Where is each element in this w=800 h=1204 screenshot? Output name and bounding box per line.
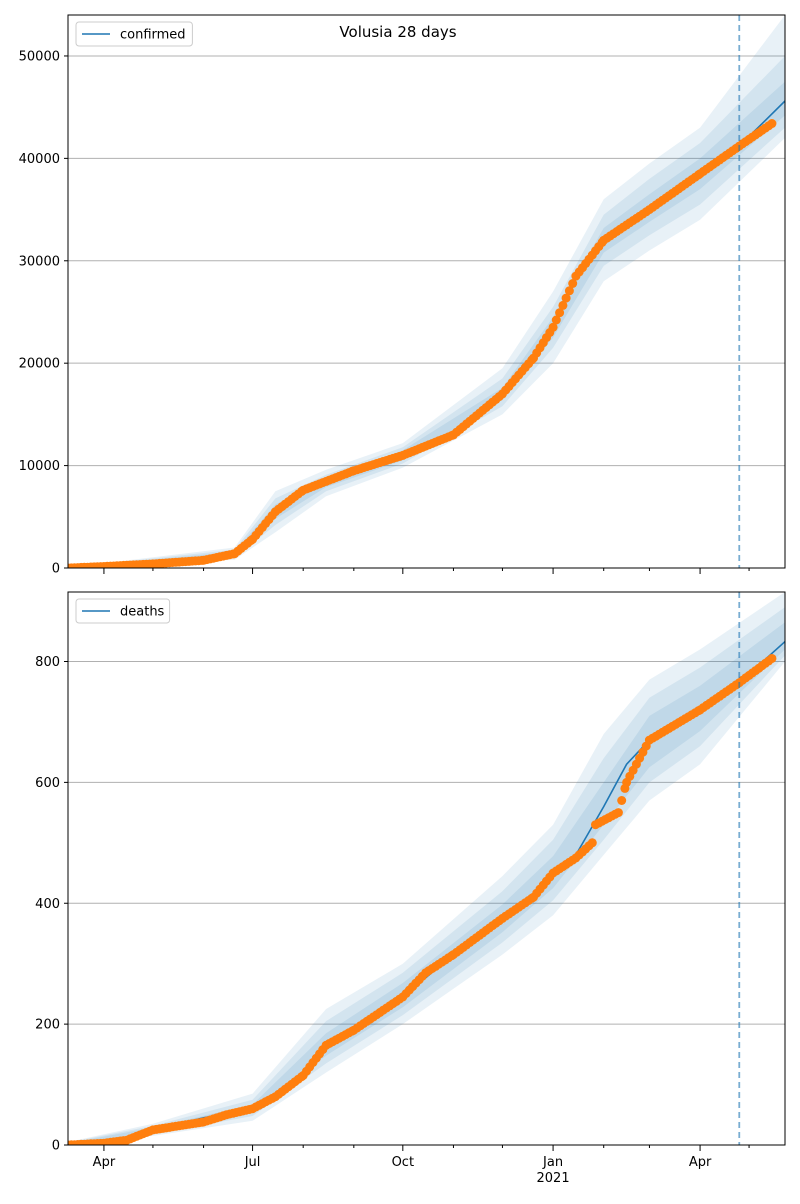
observed-point: [564, 286, 574, 296]
band-outer: [68, 592, 785, 1145]
legend-box: [75, 21, 193, 47]
legend-label: deaths: [120, 605, 165, 620]
axes-frame: [67, 591, 786, 1146]
x-tick-sublabel: 2021: [537, 1171, 570, 1186]
observed-point: [568, 279, 578, 288]
x-tick-label: Jul: [244, 1155, 261, 1170]
observed-point: [548, 322, 558, 332]
legend: deaths: [75, 598, 171, 624]
plot-area: [68, 592, 785, 1145]
band-middle: [68, 607, 785, 1145]
x-tick-label: Apr: [93, 1155, 116, 1170]
y-tick-label: 10000: [19, 459, 60, 474]
observed-points: [68, 653, 777, 1145]
plot-area: [68, 15, 785, 568]
y-tick-label: 40000: [19, 152, 60, 167]
y-tick-label: 800: [35, 655, 60, 670]
observed-point: [551, 315, 561, 325]
x-tick-label: Jan: [542, 1155, 563, 1170]
band-middle: [68, 56, 785, 568]
observed-point: [561, 293, 571, 303]
observed-point: [767, 119, 777, 129]
panel-1: 0 10000 20000 30000 40000 50000 confirmed: [19, 14, 786, 577]
y-tick-label: 30000: [19, 254, 60, 269]
observed-point: [617, 796, 627, 805]
y-tick-label: 200: [35, 1018, 60, 1033]
observed-points: [68, 119, 777, 568]
observed-point: [767, 653, 777, 663]
observed-point: [587, 838, 597, 848]
band-inner: [68, 622, 785, 1145]
x-tick-label: Apr: [689, 1155, 712, 1170]
axes-frame: [67, 14, 786, 569]
legend-box: [75, 598, 171, 624]
chart-title: Volusia 28 days: [339, 23, 456, 41]
x-tick-label: Oct: [392, 1155, 414, 1170]
y-tick-label: 600: [35, 776, 60, 791]
y-tick-label: 0: [52, 1139, 60, 1154]
observed-point: [558, 300, 568, 310]
observed-point: [555, 308, 565, 318]
legend: confirmed: [75, 21, 193, 47]
legend-label: confirmed: [120, 28, 186, 43]
y-tick-label: 0: [52, 562, 60, 577]
observed-point: [613, 808, 623, 818]
y-tick-label: 400: [35, 897, 60, 912]
y-tick-label: 50000: [19, 49, 60, 64]
y-tick-label: 20000: [19, 357, 60, 372]
band-outer: [68, 15, 785, 568]
